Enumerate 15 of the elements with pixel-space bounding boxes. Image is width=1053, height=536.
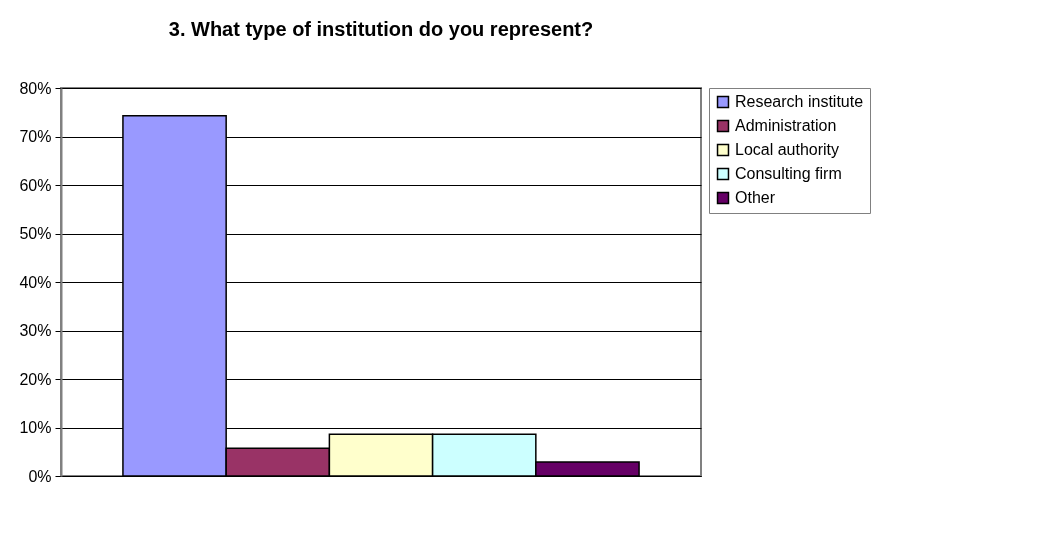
y-tick-label: 30% [19, 322, 52, 339]
chart-title: 3. What type of institution do you represent? [168, 18, 594, 40]
y-tick-label: 0% [28, 467, 52, 485]
y-tick-label: 40% [19, 273, 52, 291]
y-tick-label: 60% [19, 176, 52, 194]
y-tick-label: 80% [19, 79, 52, 97]
y-tick-label: 70% [19, 128, 52, 145]
legend-label: Other [735, 189, 776, 206]
y-tick-label: 50% [19, 225, 52, 242]
legend-label: Administration [735, 117, 837, 134]
legend-label: Local authority [735, 141, 840, 158]
legend-label: Consulting firm [735, 165, 842, 182]
y-tick-label: 10% [19, 419, 52, 436]
legend-label: Research institute [735, 93, 864, 110]
y-tick-label: 20% [19, 370, 52, 388]
